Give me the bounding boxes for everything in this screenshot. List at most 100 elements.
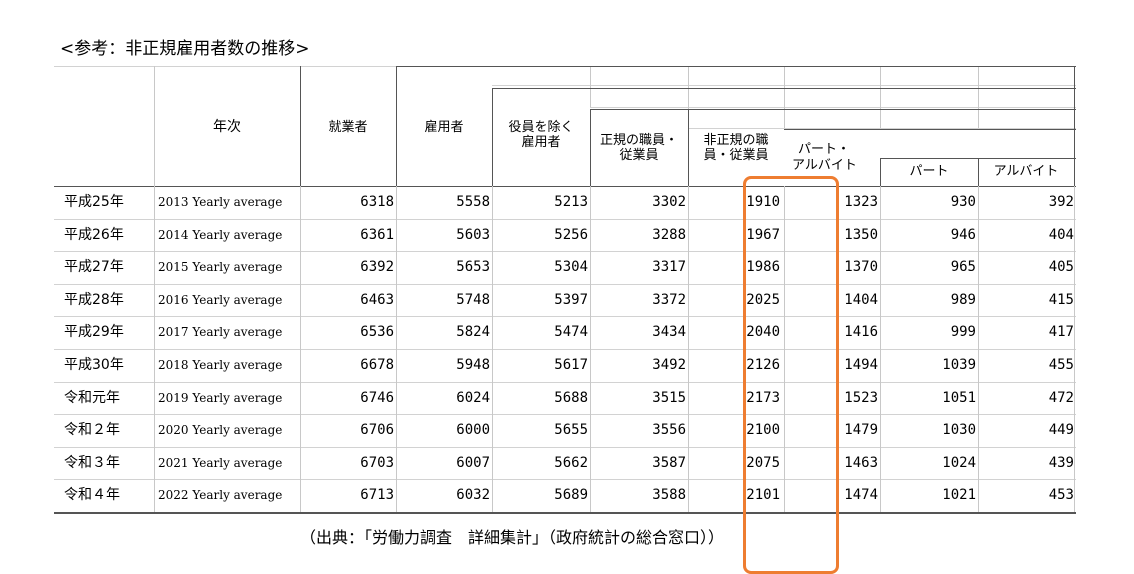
cell-year: 2015 Yearly average: [158, 260, 283, 275]
cell-excl-officers: 5397: [554, 291, 588, 308]
cell-arbeit: 472: [1048, 389, 1074, 406]
cell-part-arbeit: 1474: [844, 487, 878, 504]
cell-part-arbeit: 1463: [844, 454, 878, 471]
cell-era: 平成27年: [64, 259, 124, 276]
cell-year: 2016 Yearly average: [158, 292, 283, 307]
cell-part: 1039: [942, 357, 976, 373]
cell-non-regular: 1967: [746, 226, 780, 243]
cell-excl-officers: 5689: [554, 487, 588, 504]
cell-employed: 6318: [360, 194, 394, 210]
cell-regular: 3302: [652, 194, 686, 210]
cell-part: 965: [950, 259, 976, 276]
cell-non-regular: 2025: [746, 291, 780, 308]
header-arbeit: アルバイト: [993, 164, 1059, 179]
cell-employed: 6703: [360, 454, 394, 471]
cell-regular: 3434: [652, 324, 686, 341]
cell-non-regular: 1910: [746, 194, 780, 210]
employment-table: 年次 就業者 雇用者 役員を除く 雇用者 正規の職員・ 従業員 非正規の職 員・…: [54, 66, 1076, 574]
cell-non-regular: 2173: [746, 389, 780, 406]
cell-arbeit: 417: [1048, 324, 1074, 341]
cell-part: 946: [950, 226, 976, 243]
cell-excl-officers: 5688: [554, 389, 588, 406]
cell-part: 999: [950, 324, 976, 341]
cell-arbeit: 455: [1048, 357, 1074, 373]
cell-employees: 6000: [456, 422, 490, 439]
cell-arbeit: 392: [1048, 194, 1074, 210]
cell-employed: 6706: [360, 422, 394, 439]
cell-employees: 5824: [456, 324, 490, 341]
cell-non-regular: 2075: [746, 454, 780, 471]
cell-part: 1024: [942, 454, 976, 471]
cell-arbeit: 453: [1048, 487, 1074, 504]
cell-year: 2013 Yearly average: [158, 195, 283, 209]
cell-employed: 6392: [360, 259, 394, 276]
cell-part-arbeit: 1416: [844, 324, 878, 341]
cell-non-regular: 1986: [746, 259, 780, 276]
cell-arbeit: 449: [1048, 422, 1074, 439]
cell-arbeit: 415: [1048, 291, 1074, 308]
cell-part: 1051: [942, 389, 976, 406]
cell-regular: 3492: [652, 357, 686, 373]
cell-year: 2018 Yearly average: [158, 358, 283, 372]
cell-excl-officers: 5304: [554, 259, 588, 276]
header-year: 年次: [213, 119, 241, 135]
source-note: （出典：「労働力調査 詳細集計」（政府統計の総合窓口））: [300, 528, 725, 547]
header-employed: 就業者: [328, 120, 368, 135]
cell-non-regular: 2126: [746, 357, 780, 373]
cell-part: 989: [950, 291, 976, 308]
cell-employees: 5653: [456, 259, 490, 276]
cell-era: 平成29年: [64, 324, 124, 341]
cell-employed: 6746: [360, 389, 394, 406]
cell-part-arbeit: 1350: [844, 226, 878, 243]
cell-excl-officers: 5474: [554, 324, 588, 341]
cell-year: 2022 Yearly average: [158, 488, 283, 503]
header-non-regular: 非正規の職 員・従業員: [703, 133, 769, 163]
cell-year: 2021 Yearly average: [158, 455, 283, 470]
cell-arbeit: 439: [1048, 454, 1074, 471]
cell-employees: 6007: [456, 454, 490, 471]
cell-non-regular: 2040: [746, 324, 780, 341]
cell-part-arbeit: 1523: [844, 389, 878, 406]
cell-excl-officers: 5662: [554, 454, 588, 471]
cell-era: 平成25年: [64, 194, 124, 210]
cell-year: 2019 Yearly average: [158, 390, 283, 405]
header-part: パート: [909, 164, 949, 179]
cell-era: 令和３年: [64, 454, 120, 471]
cell-excl-officers: 5213: [554, 194, 588, 210]
cell-year: 2017 Yearly average: [158, 325, 283, 340]
non-regular-highlight: [743, 176, 839, 574]
cell-part-arbeit: 1404: [844, 291, 878, 308]
page-title: <参考：非正規雇用者数の推移>: [60, 39, 310, 59]
cell-non-regular: 2100: [746, 422, 780, 439]
cell-employed: 6713: [360, 487, 394, 504]
cell-excl-officers: 5655: [554, 422, 588, 439]
cell-regular: 3317: [652, 259, 686, 276]
cell-non-regular: 2101: [746, 487, 780, 504]
cell-regular: 3587: [652, 454, 686, 471]
cell-era: 平成26年: [64, 226, 124, 243]
cell-arbeit: 404: [1048, 226, 1074, 243]
cell-regular: 3556: [652, 422, 686, 439]
cell-employees: 6024: [456, 389, 490, 406]
header-regular: 正規の職員・ 従業員: [599, 133, 678, 163]
cell-regular: 3515: [652, 389, 686, 406]
cell-regular: 3588: [652, 487, 686, 504]
cell-regular: 3372: [652, 291, 686, 308]
cell-era: 平成28年: [64, 291, 124, 308]
cell-year: 2014 Yearly average: [158, 227, 283, 242]
cell-part-arbeit: 1323: [844, 194, 878, 210]
cell-era: 平成30年: [64, 357, 124, 373]
cell-era: 令和２年: [64, 422, 120, 439]
cell-part-arbeit: 1370: [844, 259, 878, 276]
header-excl-officers: 役員を除く 雇用者: [508, 120, 574, 150]
cell-part: 930: [950, 194, 976, 210]
cell-part: 1030: [942, 422, 976, 439]
cell-employed: 6536: [360, 324, 394, 341]
cell-part-arbeit: 1479: [844, 422, 878, 439]
header-part-arbeit: パート・ アルバイト: [792, 142, 857, 173]
cell-arbeit: 405: [1048, 259, 1074, 276]
cell-employees: 6032: [456, 487, 490, 504]
cell-era: 令和４年: [64, 487, 120, 504]
cell-excl-officers: 5617: [554, 357, 588, 373]
cell-regular: 3288: [652, 226, 686, 243]
